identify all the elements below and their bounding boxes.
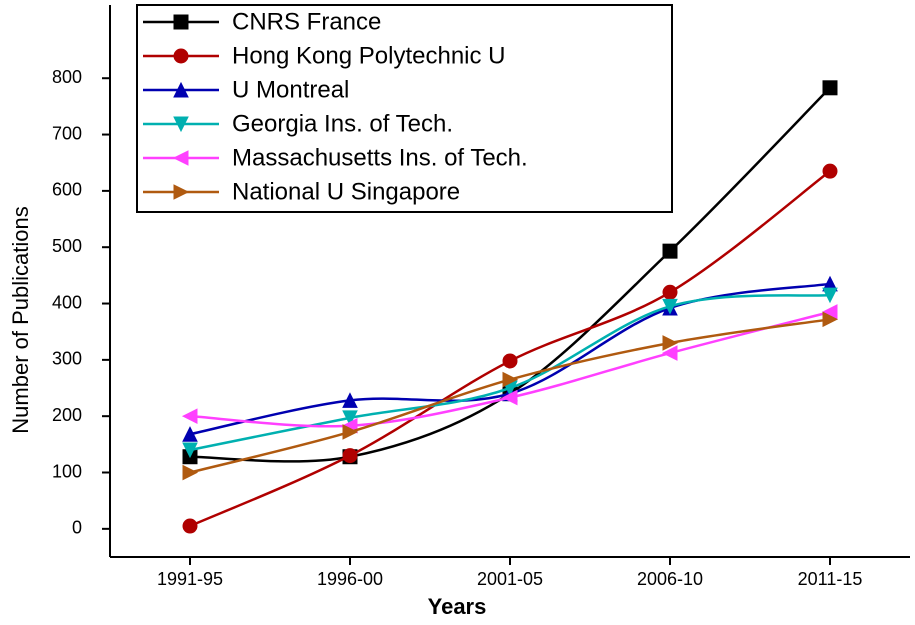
marker [173, 184, 190, 200]
marker [173, 14, 189, 30]
marker [181, 408, 198, 424]
marker [173, 116, 189, 133]
y-tick-label: 700 [52, 123, 82, 143]
legend-label: Georgia Ins. of Tech. [232, 110, 453, 137]
marker [822, 287, 838, 304]
marker [172, 150, 189, 166]
marker [822, 80, 838, 96]
legend-box [136, 4, 673, 213]
marker [662, 298, 678, 315]
y-tick-label: 400 [52, 292, 82, 312]
marker [173, 48, 189, 64]
y-tick-label: 200 [52, 405, 82, 425]
marker [342, 392, 358, 408]
marker [502, 371, 519, 388]
marker [182, 464, 199, 481]
legend-label: Hong Kong Polytechnic U [232, 42, 506, 69]
y-axis-label: Number of Publications [8, 206, 33, 433]
marker [662, 284, 678, 300]
y-tick-label: 0 [72, 518, 82, 538]
y-tick-label: 100 [52, 461, 82, 481]
legend-label: CNRS France [232, 8, 381, 35]
marker [342, 424, 359, 440]
marker [182, 442, 198, 459]
marker [662, 335, 679, 351]
legend-label: Massachusetts Ins. of Tech. [232, 144, 528, 171]
x-tick-label: 2011-15 [798, 569, 863, 589]
marker [662, 243, 678, 259]
marker [822, 163, 838, 179]
marker [342, 410, 358, 426]
x-axis-label: Years [428, 594, 487, 619]
marker [501, 389, 518, 406]
y-tick-label: 500 [52, 236, 82, 256]
marker [661, 345, 678, 361]
x-tick-label: 2006-10 [637, 569, 703, 589]
marker [182, 426, 198, 442]
x-tick-label: 1991-95 [157, 569, 223, 589]
x-tick-label: 1996-00 [317, 569, 383, 589]
marker [822, 311, 839, 328]
marker [173, 81, 189, 98]
series-line [189, 293, 831, 452]
series-line [189, 170, 831, 528]
legend-label: U Montreal [232, 76, 349, 103]
marker [342, 448, 358, 464]
y-tick-label: 600 [52, 180, 82, 200]
y-tick-label: 800 [52, 67, 82, 87]
series-line [189, 86, 831, 463]
x-tick-label: 2001-05 [477, 569, 543, 589]
marker [182, 518, 198, 534]
y-tick-label: 300 [52, 349, 82, 369]
marker [502, 353, 518, 369]
series-line [189, 310, 831, 428]
legend-label: National U Singapore [232, 178, 460, 205]
